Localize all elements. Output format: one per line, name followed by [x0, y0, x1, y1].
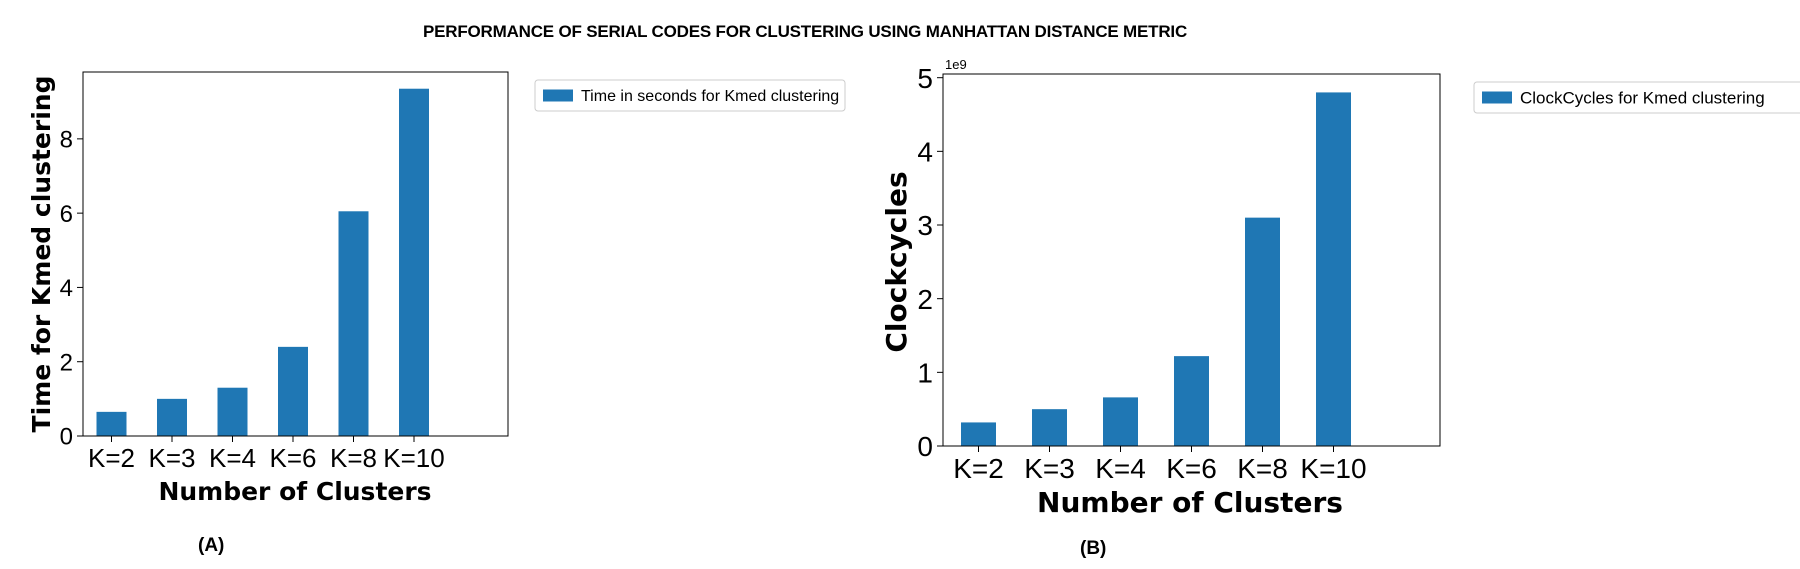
bar-K=8 — [338, 211, 369, 436]
chart-a: 0 2 4 6 8 K=2 K=3 K=4 K=6 K=8 K=10 Number of Cluste… — [27, 71, 846, 506]
x-tick-label: K=2 — [953, 453, 1004, 484]
x-tick-label: K=4 — [209, 443, 256, 473]
y-tick-label: 2 — [60, 349, 73, 376]
legend: Time in seconds for Kmed clustering — [534, 79, 846, 112]
y-tick-label: 1 — [917, 357, 933, 388]
x-tick-label: K=10 — [383, 443, 444, 473]
legend-box — [1473, 81, 1800, 114]
legend-swatch — [543, 89, 573, 102]
legend: ClockCycles for Kmed clustering — [1473, 81, 1800, 114]
legend-label: ClockCycles for Kmed clustering — [1520, 88, 1765, 107]
axis-scale-label: 1e9 — [945, 57, 967, 72]
y-tick-label: 0 — [60, 424, 73, 451]
y-tick-label: 5 — [917, 63, 933, 94]
bar-K=4 — [217, 387, 248, 436]
x-tick-label: K=6 — [1166, 453, 1217, 484]
x-tick-label: K=8 — [1237, 453, 1288, 484]
panel-label-a: (A) — [198, 535, 225, 556]
panel-label-b: (B) — [1080, 538, 1107, 559]
y-tick-label: 2 — [917, 284, 933, 315]
y-tick-label: 4 — [60, 275, 73, 302]
x-tick-label: K=4 — [1095, 453, 1146, 484]
y-axis-title: Time for Kmed clustering — [27, 76, 56, 433]
x-tick-label: K=10 — [1300, 453, 1366, 484]
bar-K=6 — [1174, 356, 1209, 446]
bar-K=6 — [278, 346, 308, 436]
bar-K=8 — [1245, 217, 1280, 446]
y-axis-title: Clockcycles — [880, 171, 913, 352]
y-tick-label: 3 — [917, 210, 933, 241]
x-tick-label: K=3 — [149, 443, 196, 473]
x-tick-label: K=6 — [270, 443, 317, 473]
y-tick-label: 0 — [917, 431, 933, 462]
y-tick-label: 8 — [60, 126, 73, 153]
x-axis-title: Number of Clusters — [1037, 486, 1343, 519]
bar-K=10 — [399, 88, 429, 436]
x-tick-label: K=8 — [330, 443, 377, 473]
bar-K=3 — [157, 398, 187, 436]
bar-K=2 — [96, 411, 127, 436]
bar-K=4 — [1103, 397, 1138, 446]
y-tick-label: 4 — [917, 136, 933, 167]
x-tick-label: K=2 — [88, 443, 135, 473]
legend-swatch — [1482, 91, 1512, 104]
figure-title: PERFORMANCE OF SERIAL CODES FOR CLUSTERI… — [422, 22, 1188, 41]
bar-K=3 — [1032, 409, 1067, 446]
x-tick-label: K=3 — [1024, 453, 1075, 484]
bar-K=2 — [961, 422, 996, 446]
bar-K=10 — [1316, 92, 1351, 447]
x-axis-title: Number of Clusters — [158, 477, 431, 506]
legend-box — [534, 79, 846, 112]
plot-frame — [82, 71, 509, 437]
y-tick-label: 6 — [60, 201, 73, 228]
legend-label: Time in seconds for Kmed clustering — [581, 88, 839, 105]
